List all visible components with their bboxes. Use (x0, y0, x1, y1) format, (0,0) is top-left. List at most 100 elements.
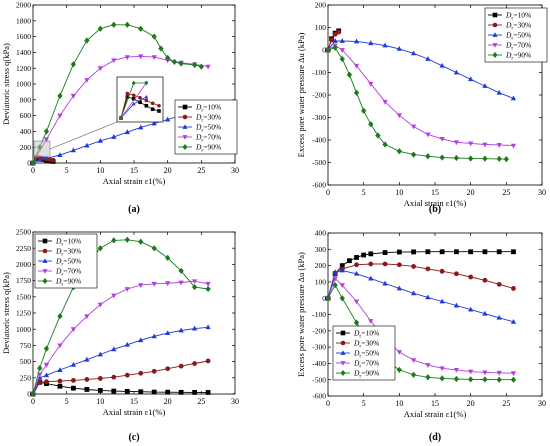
data-point (482, 155, 488, 162)
data-point (84, 78, 90, 83)
y-tick-label: 500 (20, 357, 32, 366)
data-point (165, 116, 171, 122)
data-point (165, 366, 171, 372)
data-point (178, 267, 184, 274)
data-point (205, 285, 211, 293)
x-tick-label: 25 (502, 399, 510, 408)
data-point (339, 267, 345, 273)
data-point (37, 364, 43, 372)
legend-label: Dr=30% (55, 247, 81, 258)
data-point (511, 286, 516, 291)
data-point (482, 142, 488, 148)
data-point (37, 156, 43, 162)
y-tick-label: 200 (315, 261, 327, 270)
y-tick-label: 100 (315, 23, 327, 32)
legend-label: Dr=90% (55, 277, 81, 288)
inset-point (125, 95, 130, 99)
data-point (111, 346, 117, 352)
data-point (354, 262, 359, 268)
data-point (425, 374, 431, 381)
data-point (111, 21, 117, 28)
y-tick-label: -500 (312, 375, 326, 384)
data-point (57, 367, 63, 372)
legend-label: Dr=50% (195, 123, 221, 134)
x-tick-label: 0 (326, 188, 330, 197)
inset-point (131, 93, 136, 98)
data-point (339, 283, 345, 289)
data-point (453, 154, 460, 162)
x-tick-label: 20 (467, 399, 475, 408)
data-point (439, 375, 445, 382)
y-tick-label: -200 (312, 91, 326, 100)
data-point (439, 136, 445, 142)
data-point (124, 55, 130, 61)
data-point (97, 302, 103, 308)
data-point (151, 333, 157, 339)
data-point (171, 58, 178, 65)
data-point (44, 379, 49, 385)
inset-point (157, 109, 161, 113)
data-point (97, 388, 103, 393)
x-tick-label: 15 (431, 399, 439, 408)
zoom-connector (49, 121, 118, 150)
legend: Dr=10%Dr=30%Dr=50%Dr=70%Dr=90% (332, 325, 396, 381)
y-tick-label: 1600 (16, 32, 31, 41)
y-tick-label: -300 (312, 113, 326, 122)
data-point (57, 378, 63, 384)
x-tick-label: 0 (31, 166, 35, 175)
inset-point (144, 94, 149, 99)
data-point (439, 62, 445, 68)
data-point (425, 294, 431, 300)
data-point (368, 275, 374, 281)
inset-point (144, 98, 149, 103)
legend-label: Dr=90% (505, 51, 531, 62)
legend-marker (492, 43, 498, 48)
x-tick-label: 30 (538, 188, 546, 197)
data-point (138, 54, 144, 60)
legend-label: Dr=70% (505, 41, 531, 52)
x-tick-label: 30 (231, 397, 239, 406)
legend-marker (492, 22, 498, 28)
data-point (111, 293, 117, 299)
data-point (165, 54, 171, 62)
legend-marker (182, 104, 188, 110)
legend-marker (492, 52, 498, 58)
data-point (70, 361, 77, 367)
inset-point (131, 96, 136, 101)
data-point (138, 283, 144, 289)
data-point (510, 318, 517, 324)
legend-marker (182, 124, 188, 129)
legend-marker (492, 12, 498, 18)
data-point (191, 325, 198, 331)
data-point (43, 345, 50, 352)
inset-zoom (116, 76, 164, 123)
data-point (511, 249, 516, 255)
data-point (425, 153, 431, 160)
data-point (151, 120, 157, 126)
legend-marker (42, 238, 48, 244)
inset-point (131, 101, 136, 106)
legend-marker (182, 144, 188, 150)
data-point (124, 236, 130, 243)
y-tick-label: -600 (312, 392, 326, 401)
legend-label: Dr=90% (195, 143, 221, 154)
data-point (353, 63, 360, 69)
data-point (57, 343, 63, 349)
legend-label: Dr=50% (55, 257, 81, 268)
data-point (353, 38, 360, 44)
y-axis-label: Deviatoric stress q(kPa) (1, 272, 11, 354)
data-point (496, 155, 502, 163)
panel-a: 0 5 10 15 20 25 30 0 200 400 600 800 1000 1200 1400 160… (1, 1, 239, 215)
data-point (453, 375, 460, 383)
data-point (97, 138, 103, 143)
data-point (332, 38, 338, 43)
data-point (111, 58, 117, 64)
data-point (510, 143, 517, 149)
y-tick-label: 400 (20, 127, 32, 136)
x-axis-label: Axial strain ε1(%) (103, 407, 166, 417)
data-point (50, 157, 56, 163)
data-point (43, 372, 50, 378)
data-point (30, 390, 36, 398)
legend-label: Dr=30% (195, 113, 221, 124)
data-point (43, 128, 50, 135)
